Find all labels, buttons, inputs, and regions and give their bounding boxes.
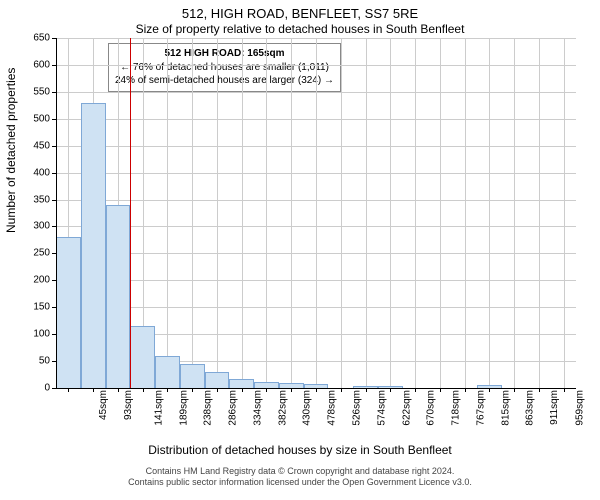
y-tick-label: 150 <box>20 302 50 313</box>
gridline-vertical <box>217 38 218 388</box>
histogram-bar <box>180 364 205 388</box>
histogram-bar <box>205 372 230 388</box>
y-axis-line <box>56 38 57 388</box>
x-tick-label: 622sqm <box>401 390 412 426</box>
x-tick-label: 767sqm <box>475 390 486 426</box>
reference-line <box>130 38 131 388</box>
x-tick-label: 286sqm <box>228 390 239 426</box>
x-tick-label: 526sqm <box>352 390 363 426</box>
gridline-vertical <box>539 38 540 388</box>
y-tick-label: 50 <box>20 356 50 367</box>
gridline-vertical <box>390 38 391 388</box>
x-tick-label: 911sqm <box>549 390 560 425</box>
gridline-vertical <box>167 38 168 388</box>
gridline-vertical <box>192 38 193 388</box>
y-tick-label: 100 <box>20 329 50 340</box>
histogram-bar <box>106 205 131 388</box>
footer-line-1: Contains HM Land Registry data © Crown c… <box>0 466 600 477</box>
y-tick-label: 450 <box>20 140 50 151</box>
gridline-vertical <box>242 38 243 388</box>
y-tick-label: 350 <box>20 194 50 205</box>
histogram-bar <box>56 237 81 388</box>
y-tick-label: 500 <box>20 113 50 124</box>
x-tick-label: 430sqm <box>302 390 313 426</box>
gridline-vertical <box>564 38 565 388</box>
x-axis-label: Distribution of detached houses by size … <box>0 443 600 457</box>
x-tick-label: 718sqm <box>451 390 462 426</box>
gridline-vertical <box>316 38 317 388</box>
y-tick-label: 200 <box>20 275 50 286</box>
x-tick-label: 574sqm <box>376 390 387 426</box>
x-tick-label: 863sqm <box>525 390 536 426</box>
title-description: Size of property relative to detached ho… <box>0 22 600 36</box>
gridline-vertical <box>440 38 441 388</box>
gridline-vertical <box>266 38 267 388</box>
chart-container: { "title_line1": "512, HIGH ROAD, BENFLE… <box>0 0 600 500</box>
footer-line-2: Contains public sector information licen… <box>0 477 600 488</box>
y-axis-label: Number of detached properties <box>4 68 18 233</box>
gridline-vertical <box>291 38 292 388</box>
gridline-vertical <box>514 38 515 388</box>
x-tick-label: 382sqm <box>277 390 288 426</box>
y-tick-label: 550 <box>20 86 50 97</box>
x-tick-label: 93sqm <box>123 390 134 420</box>
annotation-smaller: ← 76% of detached houses are smaller (1,… <box>115 61 334 75</box>
x-tick-label: 815sqm <box>500 390 511 426</box>
x-tick-label: 334sqm <box>253 390 264 426</box>
histogram-bar <box>130 326 155 388</box>
y-tick-label: 650 <box>20 33 50 44</box>
annotation-larger: 24% of semi-detached houses are larger (… <box>115 74 334 88</box>
histogram-bar <box>81 103 106 388</box>
gridline-vertical <box>341 38 342 388</box>
y-tick-label: 600 <box>20 59 50 70</box>
gridline-vertical <box>415 38 416 388</box>
x-tick-label: 189sqm <box>178 390 189 426</box>
x-tick-label: 238sqm <box>203 390 214 426</box>
histogram-bar <box>229 379 254 388</box>
y-tick-label: 0 <box>20 383 50 394</box>
plot-area: 512 HIGH ROAD: 165sqm ← 76% of detached … <box>56 38 576 388</box>
y-tick-label: 400 <box>20 167 50 178</box>
y-tick-label: 300 <box>20 221 50 232</box>
x-tick-label: 141sqm <box>153 390 164 426</box>
gridline-vertical <box>489 38 490 388</box>
annotation-property-size: 512 HIGH ROAD: 165sqm <box>115 47 334 61</box>
y-tick-label: 250 <box>20 248 50 259</box>
x-tick-label: 45sqm <box>98 390 109 420</box>
gridline-vertical <box>366 38 367 388</box>
title-address: 512, HIGH ROAD, BENFLEET, SS7 5RE <box>0 6 600 21</box>
histogram-bar <box>155 356 180 388</box>
x-axis-line <box>56 388 576 389</box>
x-tick-label: 478sqm <box>327 390 338 426</box>
x-tick-label: 959sqm <box>574 390 585 426</box>
x-tick-label: 670sqm <box>426 390 437 426</box>
gridline-vertical <box>465 38 466 388</box>
footer-attribution: Contains HM Land Registry data © Crown c… <box>0 466 600 489</box>
